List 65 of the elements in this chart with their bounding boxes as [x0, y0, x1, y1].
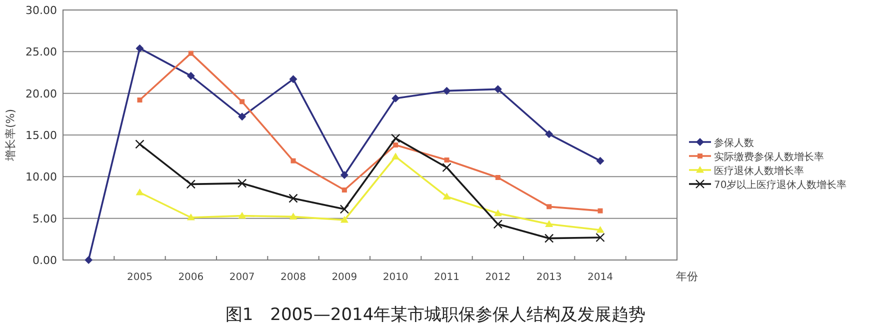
x-axis-title: 年份 — [676, 270, 698, 283]
legend-label: 参保人数 — [714, 137, 754, 149]
point — [238, 212, 246, 219]
point — [136, 44, 144, 52]
point — [340, 171, 348, 179]
x-tick-label: 2006 — [178, 272, 204, 283]
point — [238, 112, 246, 121]
point — [596, 156, 604, 165]
x-tick-label: 2014 — [588, 272, 613, 283]
point — [186, 72, 195, 80]
point — [340, 216, 348, 223]
x-tick-label: 2005 — [127, 272, 152, 283]
point — [186, 214, 195, 220]
point — [290, 158, 296, 164]
point — [442, 192, 451, 200]
point — [495, 175, 500, 180]
point — [288, 194, 298, 203]
y-tick-label: 5.00 — [32, 212, 57, 226]
point — [596, 226, 604, 233]
point — [240, 99, 245, 104]
x-tick-label: 2012 — [485, 272, 511, 283]
point — [494, 85, 502, 94]
y-tick-label: 25.00 — [26, 46, 57, 59]
x-tick-label: 2013 — [536, 272, 562, 283]
x-tick-label: 2010 — [382, 272, 408, 283]
point — [289, 75, 298, 84]
point — [546, 204, 552, 210]
text: 图1 2005—2014年某市城职保参保人结构及发展趋势 — [225, 305, 646, 325]
point — [544, 234, 554, 243]
point — [390, 134, 400, 143]
y-tick-label: 0.00 — [32, 254, 57, 267]
point — [598, 208, 603, 214]
point — [444, 158, 450, 162]
point — [137, 98, 142, 102]
legend-label: 医疗退休人数增长率 — [714, 165, 804, 177]
point — [493, 220, 503, 229]
y-tick-label: 20.00 — [26, 87, 57, 100]
point — [135, 140, 144, 149]
point — [340, 204, 350, 214]
point — [392, 94, 400, 102]
point — [237, 178, 247, 188]
point — [342, 188, 347, 192]
point — [393, 142, 398, 148]
x-tick-label: 2009 — [332, 272, 358, 283]
y-tick-label: 15.00 — [26, 129, 57, 142]
x-tick-label: 2011 — [434, 272, 460, 283]
point — [442, 86, 451, 95]
point — [392, 152, 400, 160]
point — [186, 180, 196, 189]
point — [545, 130, 554, 138]
point — [442, 162, 452, 172]
point — [84, 256, 93, 264]
point — [188, 50, 194, 56]
legend-label: 70岁以上医疗退休人数增长率 — [714, 179, 847, 191]
point — [289, 212, 298, 220]
y-tick-label: 10.00 — [26, 170, 57, 184]
point — [596, 232, 605, 242]
y-axis-title: 增长率(%) — [4, 108, 17, 162]
legend-label: 实际缴费参保人数增长率 — [714, 151, 824, 163]
x-tick-label: 2008 — [280, 272, 306, 283]
point — [136, 188, 144, 196]
point — [545, 220, 554, 227]
y-tick-label: 30.00 — [26, 4, 57, 17]
point — [494, 209, 502, 216]
x-tick-label: 2007 — [229, 272, 255, 283]
